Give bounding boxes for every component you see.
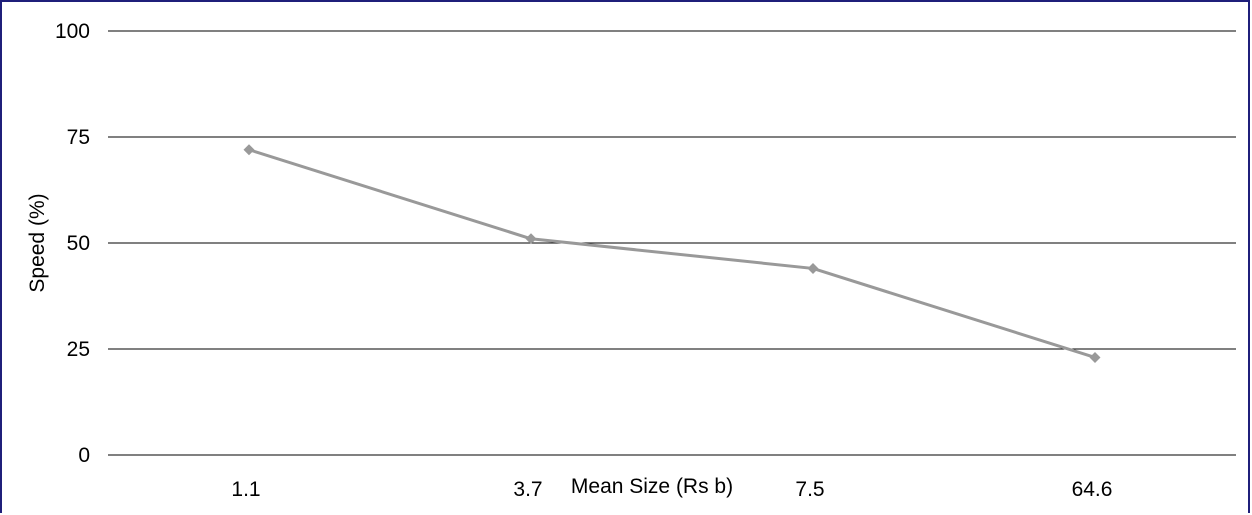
x-tick-labels: 1.1 3.7 7.5 64.6 [231, 478, 1112, 501]
y-tick-labels: 0 25 50 75 100 [55, 20, 90, 467]
y-tick-label: 100 [55, 20, 90, 43]
x-tick-label: 64.6 [1072, 478, 1113, 501]
data-point-marker [1089, 351, 1101, 363]
y-tick-label: 25 [67, 338, 90, 361]
x-tick-label: 3.7 [513, 478, 542, 501]
x-axis-title: Mean Size (Rs b) [571, 475, 733, 498]
data-point-marker [243, 144, 255, 156]
y-tick-label: 50 [67, 232, 90, 255]
y-tick-label: 75 [67, 126, 90, 149]
x-tick-label: 7.5 [795, 478, 824, 501]
y-tick-label: 0 [78, 444, 90, 467]
series-lines [248, 148, 1096, 359]
x-tick-label: 1.1 [231, 478, 260, 501]
data-point-marker [525, 233, 537, 245]
data-point-markers [243, 144, 1101, 363]
data-point-marker [807, 262, 819, 274]
y-axis-title: Speed (%) [26, 193, 49, 292]
gridlines [108, 30, 1236, 456]
series-line-0 [248, 148, 1096, 359]
